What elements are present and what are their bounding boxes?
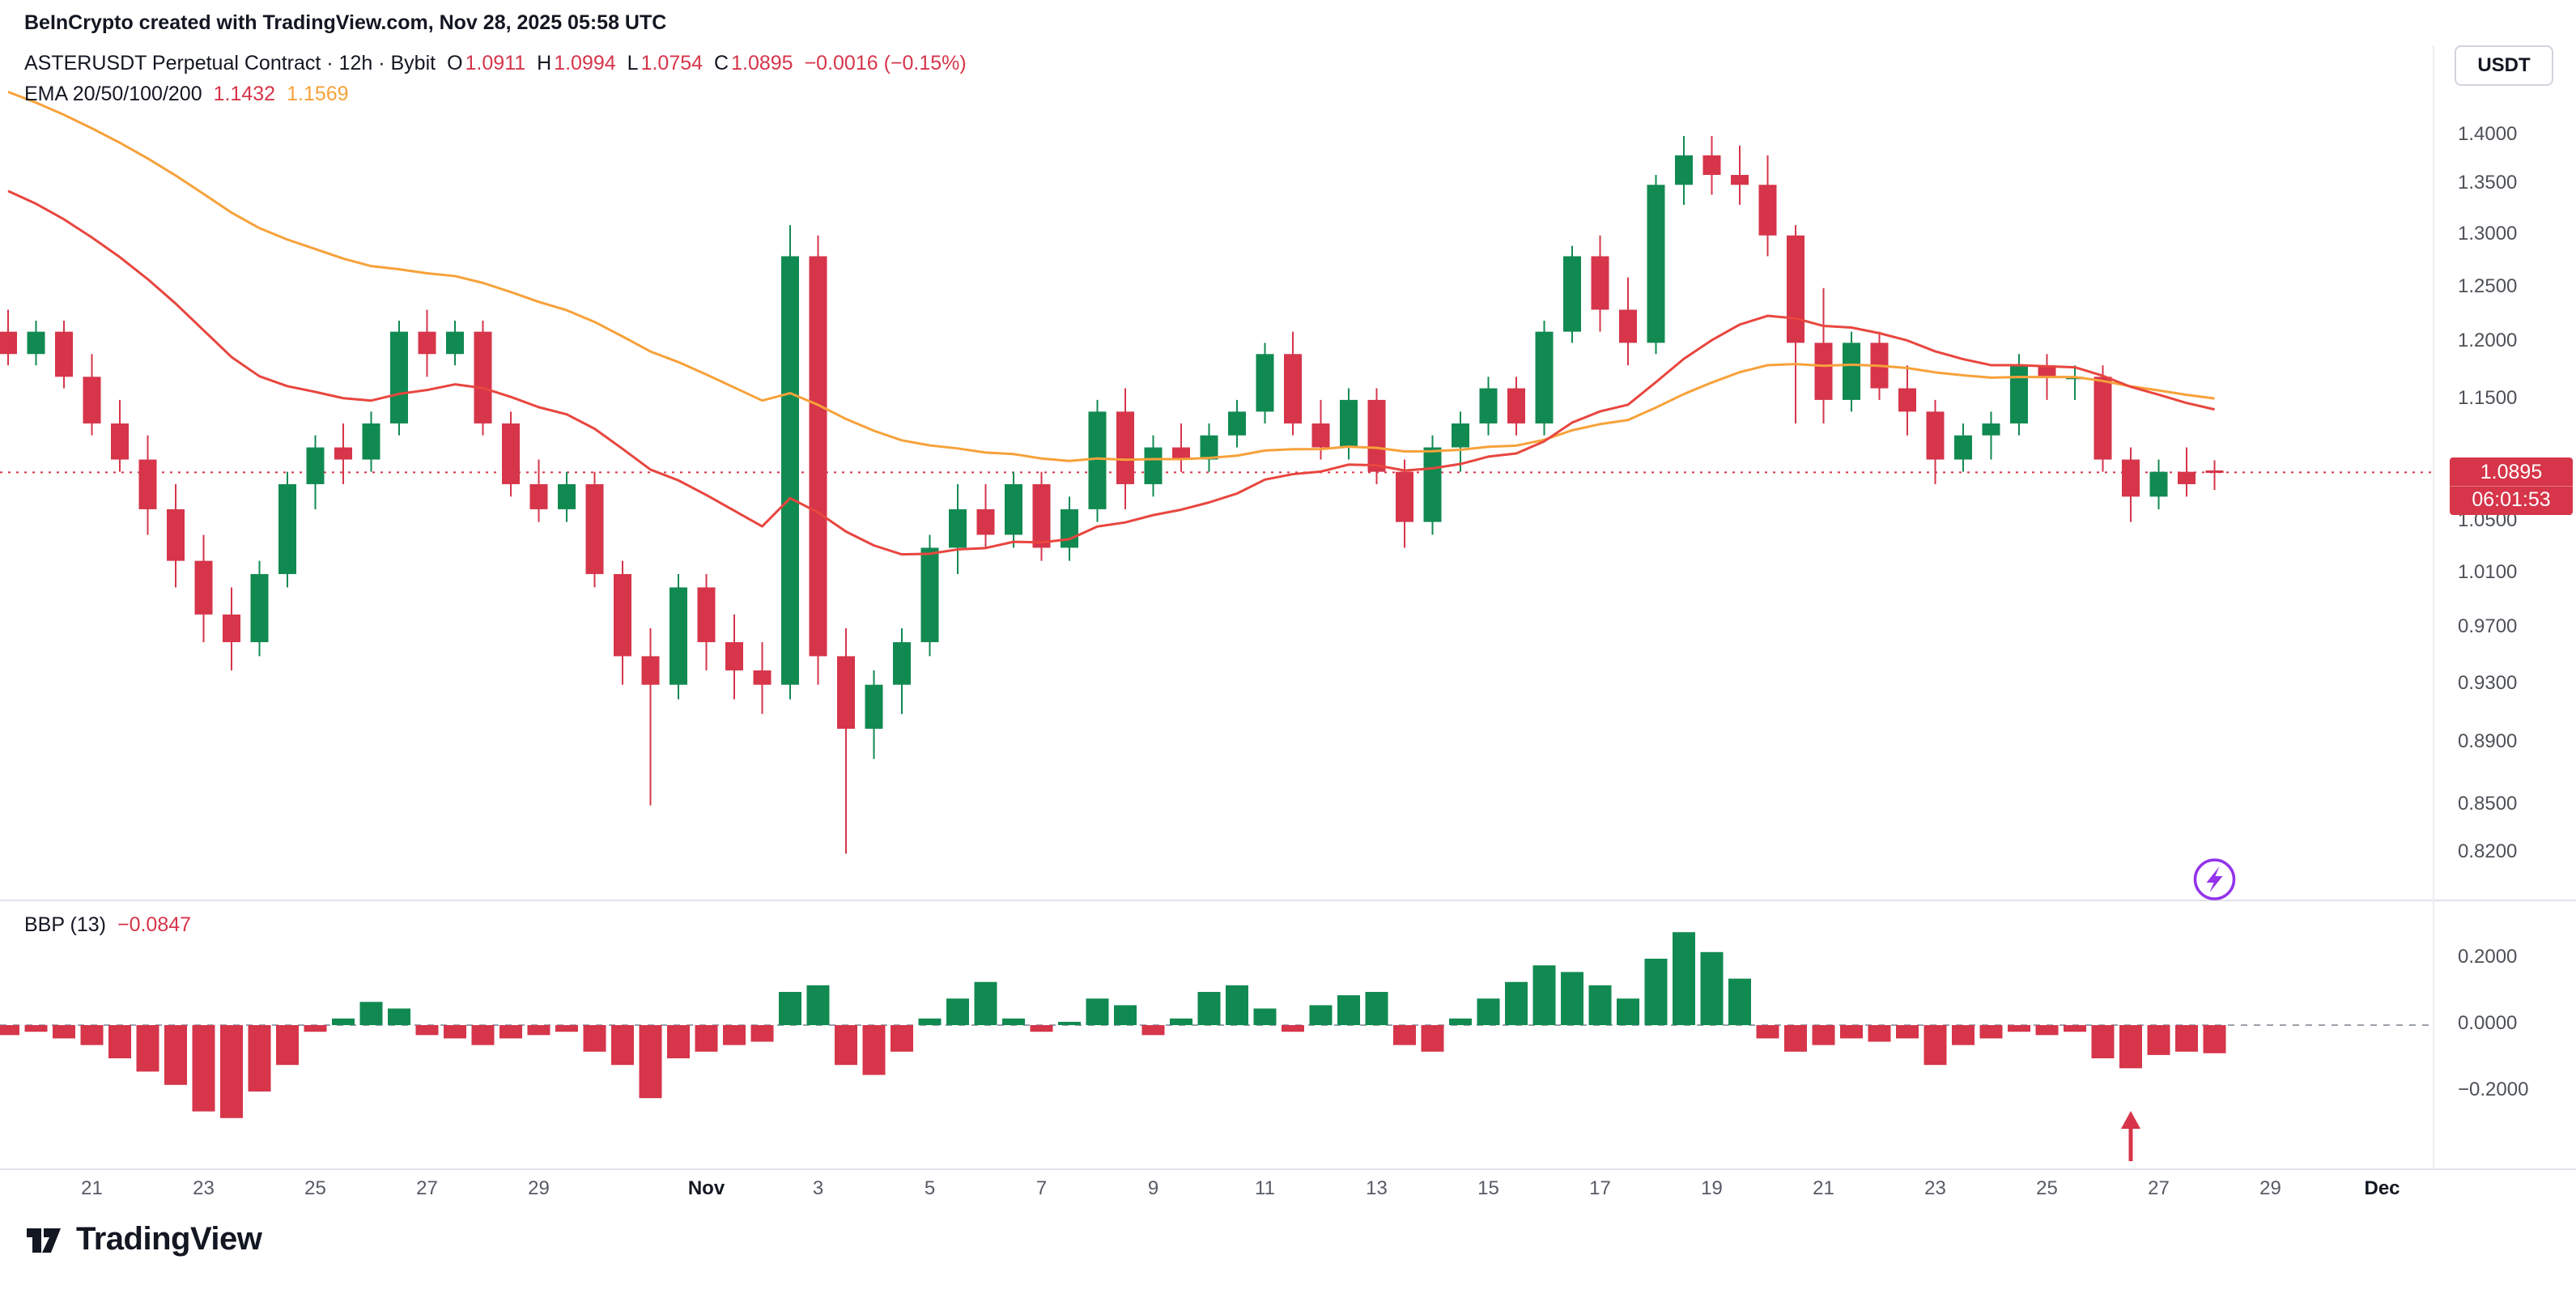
lightning-badge[interactable] (2193, 858, 2236, 900)
bbp-legend[interactable]: BBP (13) −0.0847 (24, 913, 191, 937)
price-tick-label: 0.8900 (2458, 730, 2518, 753)
bbp-label[interactable]: BBP (13) (24, 913, 106, 936)
symbol-legend[interactable]: ASTERUSDT Perpetual Contract · 12h · Byb… (24, 52, 967, 75)
time-axis-label: 23 (1924, 1177, 1946, 1199)
price-change: −0.0016 (−0.15%) (804, 52, 967, 74)
ohlc-open: O 1.0911 (447, 52, 526, 74)
price-tick-label: 1.3500 (2458, 172, 2518, 194)
tradingview-logo[interactable]: TradingView (23, 1218, 262, 1260)
time-axis-label: 11 (1255, 1177, 1275, 1199)
time-axis-label: 27 (2148, 1177, 2170, 1199)
time-axis-label: Nov (687, 1177, 725, 1199)
price-tick-label: 1.3000 (2458, 222, 2518, 245)
attribution-text: BeInCrypto created with TradingView.com,… (24, 11, 667, 34)
ema-slow-value: 1.1569 (287, 83, 349, 105)
time-axis[interactable] (0, 1169, 2576, 1208)
currency-toggle-button[interactable]: USDT (2455, 45, 2553, 86)
candles-series (0, 136, 2224, 854)
time-axis-label: 23 (193, 1177, 215, 1199)
price-tick-label: 1.2500 (2458, 274, 2518, 297)
time-axis-label: Dec (2364, 1177, 2400, 1199)
tradingview-logo-mark (27, 1228, 61, 1253)
time-axis-label: 5 (924, 1177, 936, 1199)
time-axis-label: 29 (528, 1177, 550, 1199)
symbol-title[interactable]: ASTERUSDT Perpetual Contract · 12h · Byb… (24, 52, 436, 74)
price-tick-label: 1.1500 (2458, 386, 2518, 409)
time-axis-label: 21 (1813, 1177, 1834, 1199)
time-axis-label: 21 (81, 1177, 103, 1199)
time-axis-label: 27 (416, 1177, 438, 1199)
tradingview-logo-text: TradingView (76, 1220, 262, 1257)
price-tick-label: 0.8500 (2458, 792, 2518, 815)
time-axis-label: 13 (1366, 1177, 1388, 1199)
bbp-histogram (0, 932, 2226, 1118)
time-axis-label: 15 (1477, 1177, 1499, 1199)
time-axis-label: 17 (1589, 1177, 1611, 1199)
price-tick-label: 1.0100 (2458, 560, 2518, 583)
ema-fast-line (7, 189, 2215, 556)
chart-canvas[interactable] (0, 0, 2576, 1211)
panel-separators (0, 45, 2576, 1170)
price-tick-label: 1.2000 (2458, 330, 2518, 352)
ohlc-low: L 1.0754 (627, 52, 704, 74)
ema-slow-line (7, 91, 2215, 462)
time-axis-label: 29 (2259, 1177, 2281, 1199)
bbp-value: −0.0847 (117, 913, 192, 936)
bbp-tick-label: 0.2000 (2458, 946, 2518, 968)
last-price-value: 1.0895 (2480, 461, 2543, 484)
last-price-badge[interactable]: 1.0895 06:01:53 (2450, 457, 2573, 516)
ema-fast-value: 1.1432 (213, 83, 276, 105)
price-tick-label: 0.9700 (2458, 615, 2518, 637)
price-tick-label: 1.4000 (2458, 123, 2518, 145)
ohlc-close: C 1.0895 (714, 52, 793, 74)
up-arrow-annotation (2121, 1111, 2140, 1161)
time-axis-label: 25 (2036, 1177, 2058, 1199)
bar-countdown-timer: 06:01:53 (2450, 486, 2573, 515)
price-axis[interactable] (2434, 45, 2576, 1169)
bbp-tick-label: −0.2000 (2458, 1079, 2529, 1100)
time-axis-label: 19 (1701, 1177, 1723, 1199)
time-axis-label: 3 (812, 1177, 824, 1199)
time-axis-label: 7 (1035, 1177, 1048, 1199)
ohlc-high: H 1.0994 (537, 52, 616, 74)
price-tick-label: 0.9300 (2458, 671, 2518, 694)
price-tick-label: 0.8200 (2458, 840, 2518, 863)
ema-label[interactable]: EMA 20/50/100/200 (24, 83, 202, 105)
ema-legend[interactable]: EMA 20/50/100/200 1.1432 1.1569 (24, 83, 349, 106)
time-axis-label: 9 (1147, 1177, 1159, 1199)
time-axis-label: 25 (304, 1177, 326, 1199)
bbp-tick-label: 0.0000 (2458, 1012, 2518, 1034)
